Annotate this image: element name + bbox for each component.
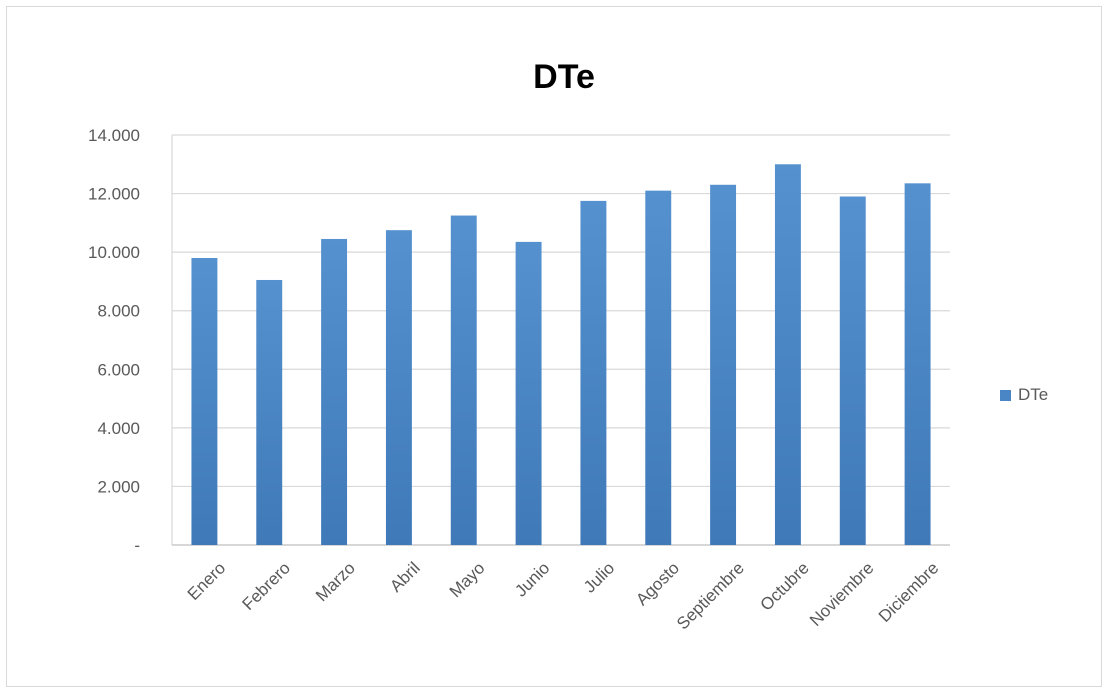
legend: DTe — [1000, 385, 1048, 405]
x-tick-label: Agosto — [632, 558, 683, 609]
y-tick-label: 4.000 — [97, 419, 140, 438]
bar-septiembre — [710, 185, 736, 545]
y-axis-ticks: - 2.000 4.000 6.000 8.000 10.000 12.000 14.000 — [88, 126, 140, 555]
bar-julio — [580, 201, 606, 545]
x-tick-label: Julio — [580, 558, 618, 596]
x-axis-ticks: Enero Febrero Marzo Abril Mayo Junio Julio Agos… — [184, 558, 943, 633]
x-tick-label: Septiembre — [673, 558, 748, 633]
x-tick-label: Mayo — [446, 558, 489, 601]
y-tick-label: 6.000 — [97, 360, 140, 379]
legend-swatch — [1000, 390, 1011, 401]
bar-noviembre — [840, 197, 866, 546]
y-tick-label: 10.000 — [88, 243, 140, 262]
y-tick-label: 8.000 — [97, 302, 140, 321]
y-tick-label: 12.000 — [88, 185, 140, 204]
x-tick-label: Enero — [184, 558, 230, 604]
bar-octubre — [775, 164, 801, 545]
y-tick-label: 2.000 — [97, 477, 140, 496]
x-tick-label: Diciembre — [875, 558, 943, 626]
y-tick-label: 14.000 — [88, 126, 140, 145]
bar-junio — [516, 242, 542, 545]
x-tick-label: Octubre — [757, 558, 813, 614]
bar-mayo — [451, 216, 477, 545]
y-tick-label: - — [134, 536, 140, 555]
bars — [191, 164, 930, 545]
bar-febrero — [256, 280, 282, 545]
bar-marzo — [321, 239, 347, 545]
bar-abril — [386, 230, 412, 545]
bar-enero — [191, 258, 217, 545]
bar-diciembre — [905, 183, 931, 545]
x-tick-label: Noviembre — [806, 558, 878, 630]
gridlines — [172, 135, 950, 545]
x-tick-label: Marzo — [312, 558, 359, 605]
x-tick-label: Febrero — [239, 558, 295, 614]
bar-agosto — [645, 191, 671, 545]
x-tick-label: Abril — [386, 558, 423, 595]
x-tick-label: Junio — [511, 558, 553, 600]
legend-label: DTe — [1018, 385, 1048, 405]
